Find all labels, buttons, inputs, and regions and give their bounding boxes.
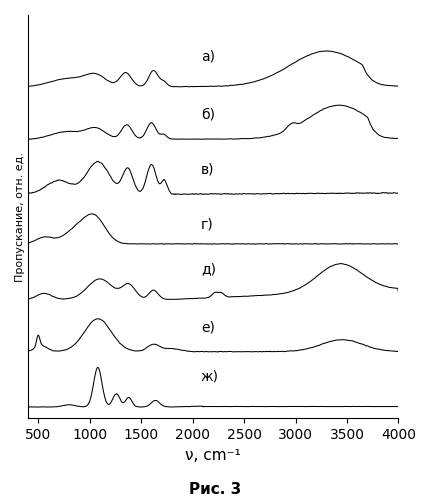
X-axis label: ν, cm⁻¹: ν, cm⁻¹ — [185, 448, 240, 462]
Text: в): в) — [200, 162, 214, 176]
Text: Рис. 3: Рис. 3 — [189, 482, 241, 498]
Text: а): а) — [200, 50, 214, 64]
Text: г): г) — [200, 218, 213, 232]
Text: ж): ж) — [200, 370, 218, 384]
Text: д): д) — [200, 262, 215, 276]
Text: б): б) — [200, 108, 214, 122]
Text: е): е) — [200, 320, 214, 334]
Y-axis label: Пропускание, отн. ед.: Пропускание, отн. ед. — [15, 152, 25, 282]
